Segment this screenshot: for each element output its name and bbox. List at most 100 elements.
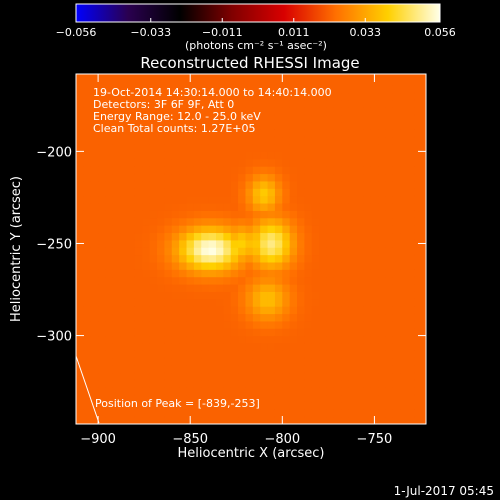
heatmap-cell <box>252 284 261 292</box>
heatmap-cell <box>157 232 166 241</box>
heatmap-cell <box>378 92 387 101</box>
heatmap-cell <box>216 210 224 219</box>
heatmap-cell <box>311 225 320 234</box>
heatmap-cell <box>149 365 158 374</box>
heatmap-cell <box>171 313 180 322</box>
heatmap-cell <box>179 401 188 410</box>
heatmap-cell <box>230 298 239 307</box>
heatmap-cell <box>142 144 151 152</box>
heatmap-cell <box>201 320 210 329</box>
heatmap-cell <box>414 99 423 108</box>
heatmap-cell <box>252 379 261 388</box>
heatmap-cell <box>333 173 342 182</box>
heatmap-cell <box>134 379 143 388</box>
heatmap-cell <box>171 335 180 344</box>
heatmap-cell <box>76 350 84 359</box>
heatmap-cell <box>83 166 92 175</box>
heatmap-cell <box>252 92 261 101</box>
heatmap-cell <box>171 232 180 241</box>
heatmap-cell <box>90 144 99 152</box>
heatmap-cell <box>149 77 158 86</box>
heatmap-cell <box>319 298 328 307</box>
heatmap-cell <box>363 291 372 300</box>
heatmap-cell <box>260 225 269 234</box>
heatmap-cell <box>142 92 151 101</box>
heatmap-cell <box>149 99 158 108</box>
heatmap-cell <box>400 416 409 424</box>
heatmap-cell <box>319 121 328 130</box>
heatmap-cell <box>363 166 372 175</box>
heatmap-cell <box>267 328 276 337</box>
heatmap-cell <box>422 232 426 241</box>
heatmap-cell <box>311 202 320 211</box>
heatmap-cell <box>179 254 188 263</box>
heatmap-cell <box>274 99 283 108</box>
heatmap-cell <box>297 99 306 108</box>
heatmap-cell <box>216 284 224 292</box>
heatmap-cell <box>282 114 291 123</box>
heatmap-cell <box>127 394 136 403</box>
heatmap-cell <box>98 401 107 410</box>
heatmap-cell <box>414 210 423 219</box>
heatmap-cell <box>142 320 151 329</box>
heatmap-cell <box>223 387 232 396</box>
heatmap-cell <box>120 180 129 189</box>
heatmap-cell <box>333 158 342 167</box>
heatmap-cell <box>238 129 247 138</box>
heatmap-cell <box>120 291 129 300</box>
heatmap-cell <box>230 335 239 344</box>
heatmap-cell <box>356 232 364 241</box>
heatmap-cell <box>193 225 202 234</box>
heatmap-cell <box>319 276 328 285</box>
heatmap-cell <box>90 158 99 167</box>
heatmap-cell <box>356 379 364 388</box>
heatmap-cell <box>98 372 107 381</box>
heatmap-cell <box>319 166 328 175</box>
heatmap-cell <box>179 387 188 396</box>
heatmap-cell <box>90 232 99 241</box>
heatmap-cell <box>400 85 409 94</box>
heatmap-cell <box>112 121 121 130</box>
heatmap-cell <box>385 416 394 424</box>
heatmap-cell <box>385 335 394 344</box>
heatmap-cell <box>304 342 313 351</box>
heatmap-cell <box>98 173 107 182</box>
heatmap-cell <box>216 195 224 204</box>
heatmap-cell <box>378 261 387 270</box>
heatmap-cell <box>186 195 195 204</box>
heatmap-cell <box>400 144 409 152</box>
heatmap-cell <box>112 409 121 418</box>
heatmap-cell <box>193 232 202 241</box>
heatmap-cell <box>171 166 180 175</box>
heatmap-cell <box>267 166 276 175</box>
heatmap-cell <box>134 107 143 116</box>
heatmap-cell <box>385 387 394 396</box>
heatmap-cell <box>356 313 364 322</box>
heatmap-cell <box>319 365 328 374</box>
heatmap-cell <box>363 151 372 160</box>
heatmap-cell <box>245 225 254 234</box>
heatmap-cell <box>333 195 342 204</box>
heatmap-cell <box>149 372 158 381</box>
heatmap-cell <box>193 350 202 359</box>
heatmap-cell <box>333 99 342 108</box>
heatmap-cell <box>186 225 195 234</box>
heatmap-cell <box>105 276 114 285</box>
heatmap-cell <box>164 372 173 381</box>
heatmap-cell <box>297 306 306 315</box>
heatmap-cell <box>407 350 416 359</box>
heatmap-cell <box>348 350 357 359</box>
heatmap-cell <box>127 401 136 410</box>
heatmap-cell <box>385 254 394 263</box>
heatmap-cell <box>142 261 151 270</box>
heatmap-cell <box>186 372 195 381</box>
heatmap-cell <box>230 320 239 329</box>
heatmap-cell <box>297 335 306 344</box>
heatmap-cell <box>370 247 379 256</box>
heatmap-cell <box>76 210 84 219</box>
heatmap-cell <box>120 158 129 167</box>
heatmap-cell <box>274 158 283 167</box>
heatmap-cell <box>333 298 342 307</box>
heatmap-cell <box>105 350 114 359</box>
heatmap-cell <box>164 276 173 285</box>
